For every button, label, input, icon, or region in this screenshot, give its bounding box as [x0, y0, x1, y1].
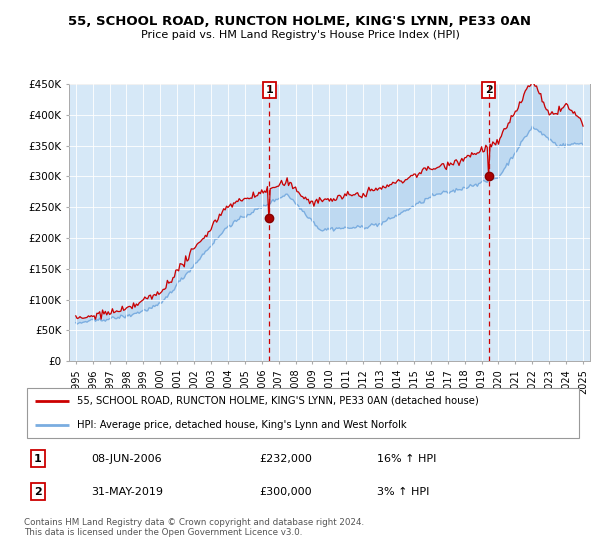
Text: 1: 1: [34, 454, 42, 464]
Text: £300,000: £300,000: [260, 487, 312, 497]
Text: 2: 2: [34, 487, 42, 497]
Text: 55, SCHOOL ROAD, RUNCTON HOLME, KING'S LYNN, PE33 0AN: 55, SCHOOL ROAD, RUNCTON HOLME, KING'S L…: [68, 15, 532, 27]
Text: 08-JUN-2006: 08-JUN-2006: [91, 454, 162, 464]
Text: HPI: Average price, detached house, King's Lynn and West Norfolk: HPI: Average price, detached house, King…: [77, 420, 407, 430]
Text: 55, SCHOOL ROAD, RUNCTON HOLME, KING'S LYNN, PE33 0AN (detached house): 55, SCHOOL ROAD, RUNCTON HOLME, KING'S L…: [77, 396, 479, 406]
Text: £232,000: £232,000: [260, 454, 313, 464]
Text: 31-MAY-2019: 31-MAY-2019: [91, 487, 163, 497]
Text: 1: 1: [265, 85, 273, 95]
Text: Price paid vs. HM Land Registry's House Price Index (HPI): Price paid vs. HM Land Registry's House …: [140, 30, 460, 40]
Text: 2: 2: [485, 85, 493, 95]
FancyBboxPatch shape: [27, 388, 580, 438]
Text: 3% ↑ HPI: 3% ↑ HPI: [377, 487, 430, 497]
Text: 16% ↑ HPI: 16% ↑ HPI: [377, 454, 437, 464]
Text: Contains HM Land Registry data © Crown copyright and database right 2024.
This d: Contains HM Land Registry data © Crown c…: [24, 518, 364, 538]
